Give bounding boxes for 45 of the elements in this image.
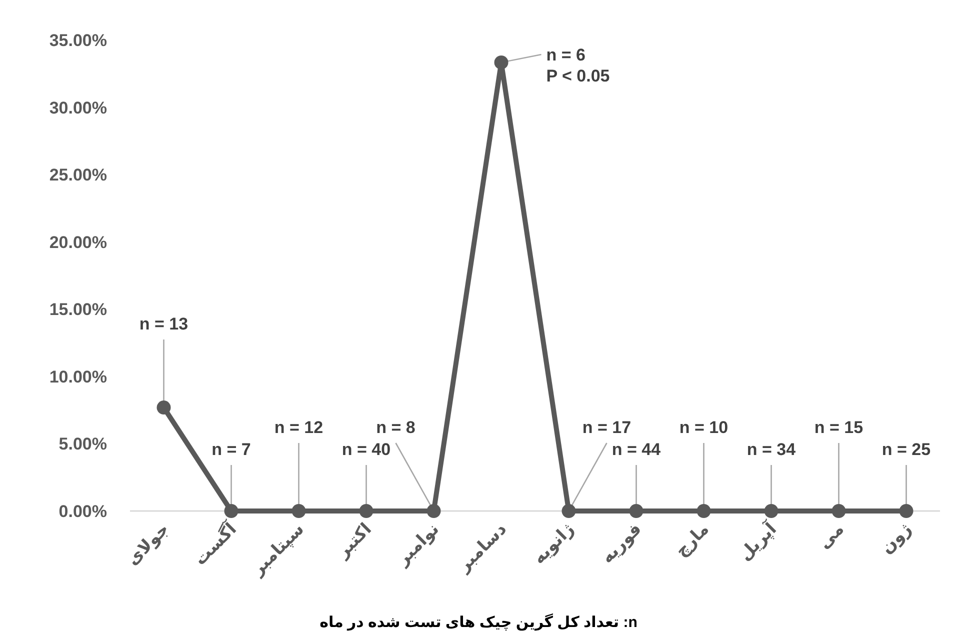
- x-tick-label: آگست: [189, 517, 241, 569]
- point: [494, 55, 508, 70]
- y-tick-label: 30.00%: [49, 98, 107, 118]
- x-tick-label: ژانویه: [529, 519, 578, 568]
- x-tick-label: سپتامبر: [247, 519, 308, 580]
- point: [426, 504, 441, 518]
- x-tick-label: آپریل: [734, 517, 782, 565]
- annotation: n = 34: [746, 440, 796, 459]
- annotation: n = 12: [274, 418, 324, 437]
- annotation: n = 10: [679, 418, 728, 437]
- y-tick-label: 15.00%: [49, 300, 107, 320]
- x-tick-label: اکتبر: [332, 519, 376, 563]
- point: [764, 504, 778, 518]
- text: n: تعداد کل گرین چیک های تست شده در ماه: [320, 613, 638, 631]
- x-tick-label: دسامبر: [454, 519, 511, 577]
- point: [629, 504, 644, 518]
- point: [899, 504, 914, 518]
- point: [696, 504, 711, 518]
- point: [156, 400, 171, 415]
- x-tick-label: فوریه: [598, 519, 646, 568]
- point: [359, 504, 374, 518]
- y-tick-label: 35.00%: [49, 31, 107, 50]
- x-tick-label: ژون: [876, 519, 916, 558]
- x-tick-label: می: [814, 519, 848, 552]
- annotation: n = 7: [212, 440, 251, 459]
- point: [292, 504, 306, 518]
- annotation: n = 13: [139, 314, 188, 334]
- x-tick-label: جولای: [122, 519, 174, 570]
- y-tick-label: 0.00%: [58, 502, 107, 521]
- annotation: n = 17: [582, 418, 632, 437]
- point: [562, 504, 576, 518]
- annotation: n = 44: [612, 440, 662, 459]
- point: [832, 504, 846, 518]
- annotation: n = 40: [342, 440, 391, 459]
- y-tick-label: 20.00%: [49, 232, 107, 252]
- y-tick-label: 5.00%: [58, 434, 107, 454]
- annotation: n = 6 P < 0.05: [546, 45, 610, 86]
- x-tick-label: مارچ: [672, 519, 714, 562]
- annotation: n = 8: [376, 418, 416, 437]
- point: [224, 504, 238, 518]
- annotation: n = 25: [882, 440, 931, 459]
- annotation: n = 15: [814, 418, 864, 437]
- y-tick-label: 25.00%: [49, 166, 107, 185]
- x-tick-label: نوامبر: [392, 519, 444, 570]
- y-tick-label: 10.00%: [49, 367, 107, 386]
